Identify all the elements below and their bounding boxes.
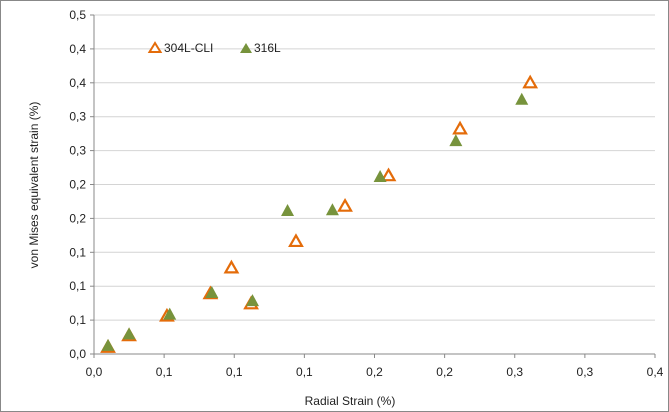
data-point-304l-cli: [380, 167, 397, 182]
x-axis-title: Radial Strain (%): [305, 394, 396, 408]
grid-lines: [94, 14, 655, 355]
data-point-304l-cli: [452, 120, 468, 135]
data-point-316l: [281, 203, 295, 216]
x-tick-label: 0,0: [86, 365, 103, 379]
data-point-304l-cli: [337, 197, 353, 212]
y-tick-label: 0,1: [69, 245, 86, 259]
data-point-316l: [122, 327, 136, 340]
x-tick-labels: 0,0 0,1 0,1 0,1 0,2 0,2 0,3 0,3 0,4: [86, 365, 664, 379]
x-tick-label: 0,2: [366, 365, 383, 379]
data-point-316l: [163, 307, 177, 320]
data-point-316l: [373, 170, 387, 183]
data-point-304l-cli: [288, 233, 304, 248]
axes: [90, 14, 656, 358]
y-tick-label: 0,1: [69, 279, 86, 293]
x-tick-label: 0,4: [647, 365, 664, 379]
data-point-316l: [101, 338, 115, 351]
data-point-316l: [205, 285, 219, 298]
y-tick-labels: 0,0 0,1 0,1 0,1 0,2 0,2 0,3 0,3 0,4 0,4 0,5: [69, 8, 86, 361]
legend-label-316l: 316L: [254, 41, 281, 55]
x-tick-label: 0,1: [296, 365, 313, 379]
legend-label-304l-cli: 304L-CLI: [164, 41, 213, 55]
y-tick-label: 0,4: [69, 76, 86, 90]
data-point-316l: [245, 294, 259, 307]
y-tick-label: 0,2: [69, 178, 86, 192]
legend-marker-304l-cli: [147, 41, 163, 53]
y-tick-label: 0,2: [69, 211, 86, 225]
y-tick-label: 0,4: [69, 42, 86, 56]
legend: 304L-CLI 316L: [147, 41, 281, 55]
data-point-304l-cli: [223, 259, 240, 274]
x-tick-label: 0,3: [506, 365, 523, 379]
y-tick-label: 0,1: [69, 313, 86, 327]
data-point-316l: [515, 92, 529, 105]
y-axis-title: von Mises equivalent strain (%): [27, 102, 41, 269]
x-tick-label: 0,1: [226, 365, 243, 379]
y-tick-label: 0,3: [69, 110, 86, 124]
y-tick-label: 0,0: [69, 347, 86, 361]
data-points: [100, 74, 539, 353]
x-tick-label: 0,3: [577, 365, 594, 379]
y-tick-label: 0,3: [69, 144, 86, 158]
data-point-316l: [449, 134, 463, 147]
x-tick-label: 0,2: [436, 365, 453, 379]
data-point-316l: [325, 203, 339, 216]
legend-marker-316l: [240, 43, 252, 53]
y-tick-label: 0,5: [69, 8, 86, 22]
x-tick-label: 0,1: [156, 365, 173, 379]
data-point-304l-cli: [522, 74, 539, 89]
